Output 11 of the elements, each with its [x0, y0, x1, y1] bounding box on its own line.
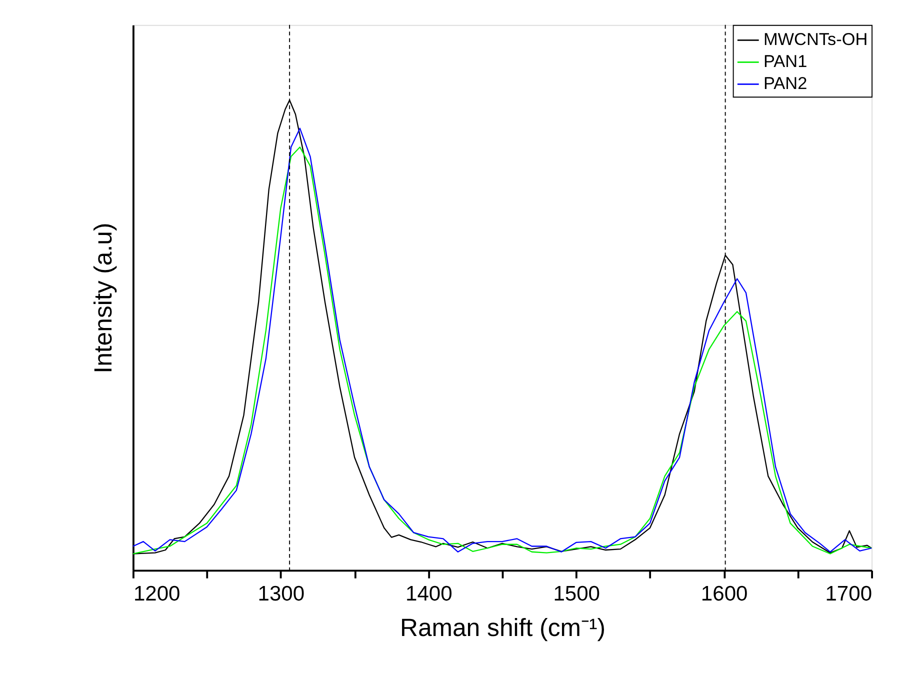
x-tick-label: 1200	[133, 582, 180, 606]
x-tick-label: 1400	[405, 582, 452, 606]
x-axis-title: Raman shift (cm⁻¹)	[400, 614, 606, 642]
legend-label: PAN1	[763, 50, 808, 71]
x-tick-label: 1300	[258, 582, 305, 606]
x-tick-label: 1700	[825, 582, 872, 606]
legend-label: MWCNTs-OH	[763, 28, 868, 49]
y-axis-title: Intensity (a.u)	[89, 222, 118, 374]
legend-label: PAN2	[763, 72, 808, 93]
x-tick-label: 1500	[553, 582, 600, 606]
x-tick-label: 1600	[700, 582, 748, 606]
